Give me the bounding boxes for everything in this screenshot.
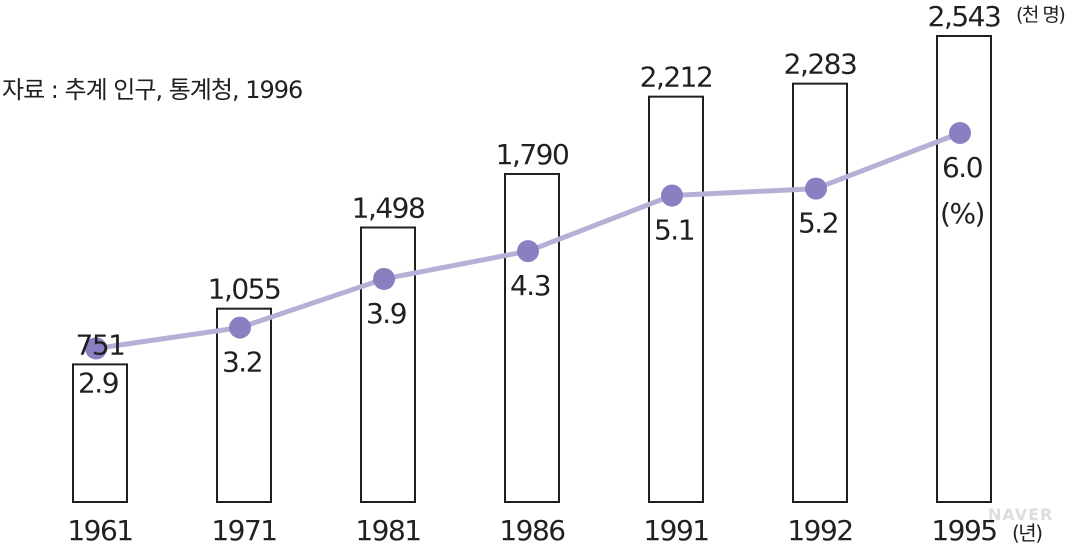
x-tick-label: 1991: [643, 514, 708, 546]
line-unit-label: (%): [940, 197, 984, 230]
line-value-label: 3.9: [366, 297, 406, 330]
bar: [792, 82, 848, 504]
bar: [216, 307, 272, 503]
x-tick-label: 1986: [499, 514, 565, 546]
line-value-label: 3.2: [222, 346, 262, 379]
line-marker: [661, 184, 683, 207]
x-tick-label: 1992: [787, 514, 852, 546]
source-note: 자료 : 추계 인구, 통계청, 1996: [2, 76, 303, 104]
bar: [504, 172, 560, 503]
line-value-label: 2.9: [78, 366, 118, 399]
line-marker: [85, 337, 107, 360]
bar-value-label: 1,790: [496, 138, 569, 171]
labels-layer: 751 1961 1,055 1971 1,498 1981 1,790 1986 2,212 1…: [67, 0, 1001, 546]
bar-value-label: 1,055: [208, 273, 281, 306]
line-marker: [229, 316, 251, 339]
bar-value-label: 751: [76, 328, 125, 361]
line-marker: [949, 122, 971, 144]
bar-value-label: 2,543: [928, 0, 1001, 33]
watermark: NAVER: [988, 505, 1053, 524]
x-unit-label: (년): [1012, 521, 1042, 545]
line-layer: [85, 122, 971, 360]
x-tick-label: 1961: [67, 514, 132, 546]
bar: [72, 363, 128, 503]
line-value-label: 6.0: [942, 151, 982, 184]
bar-value-label: 2,283: [784, 48, 857, 81]
line-marker: [517, 240, 539, 263]
bar: [936, 35, 992, 503]
bar: [648, 95, 704, 504]
bar-value-label: 1,498: [352, 191, 425, 224]
bar-value-label: 2,212: [640, 61, 713, 94]
line-marker: [805, 177, 827, 200]
x-tick-label: 1971: [211, 514, 276, 546]
line-marker: [373, 267, 395, 290]
line-value-label: 4.3: [510, 269, 550, 302]
x-tick-label: 1995: [931, 514, 996, 546]
line-value-label: 5.2: [798, 207, 838, 240]
bar: [360, 226, 416, 503]
line-value-label: 5.1: [654, 214, 694, 247]
bar-unit-label: (천 명): [1016, 4, 1064, 26]
x-tick-label: 1981: [355, 514, 420, 546]
